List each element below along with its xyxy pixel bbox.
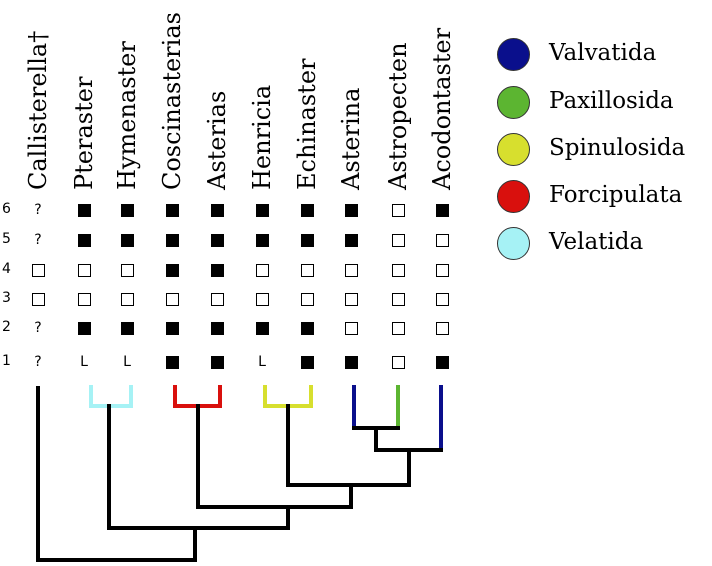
velatida-bracket xyxy=(89,385,133,408)
taxon-label: Coscinasterias xyxy=(158,12,186,190)
state-present-square xyxy=(121,322,134,335)
state-unknown-mark: ? xyxy=(34,320,42,336)
character-row-label: 1 xyxy=(2,353,11,369)
state-present-square xyxy=(345,356,358,369)
state-absent-square xyxy=(121,264,134,277)
state-present-square xyxy=(301,322,314,335)
node-velatida-join xyxy=(107,404,290,530)
state-absent-square xyxy=(121,293,134,306)
legend-label: Paxillosida xyxy=(549,88,674,114)
character-row-label: 2 xyxy=(2,319,11,335)
legend-label: Forcipulata xyxy=(549,182,683,208)
state-present-square xyxy=(78,204,91,217)
state-present-square xyxy=(166,356,179,369)
state-absent-square xyxy=(436,322,449,335)
taxon-label: Henricia xyxy=(248,84,276,190)
state-letter-mark: L xyxy=(80,354,88,370)
state-present-square xyxy=(436,204,449,217)
state-absent-square xyxy=(32,264,45,277)
state-absent-square xyxy=(166,293,179,306)
state-present-square xyxy=(121,234,134,247)
taxon-label: Echinaster xyxy=(293,58,321,191)
state-present-square xyxy=(166,204,179,217)
spinulosida-bracket xyxy=(263,385,313,408)
state-letter-mark: L xyxy=(258,354,266,370)
state-absent-square xyxy=(301,264,314,277)
node-forcipulata-join xyxy=(196,404,353,509)
character-row-label: 3 xyxy=(2,290,11,306)
taxon-label: Asterias xyxy=(203,90,231,190)
state-absent-square xyxy=(301,293,314,306)
state-letter-mark: L xyxy=(123,354,131,370)
state-present-square xyxy=(121,204,134,217)
state-absent-square xyxy=(392,264,405,277)
state-present-square xyxy=(301,204,314,217)
state-present-square xyxy=(436,356,449,369)
legend-label: Spinulosida xyxy=(549,135,686,161)
state-absent-square xyxy=(436,234,449,247)
state-present-square xyxy=(211,322,224,335)
state-absent-square xyxy=(392,322,405,335)
legend-swatch xyxy=(497,38,530,71)
node-asterina-astropecten xyxy=(352,426,400,452)
state-absent-square xyxy=(392,293,405,306)
taxon-label: Asterina xyxy=(337,87,365,190)
legend-swatch xyxy=(497,227,530,260)
legend-swatch xyxy=(497,86,530,119)
state-absent-square xyxy=(436,264,449,277)
state-present-square xyxy=(301,356,314,369)
state-unknown-mark: ? xyxy=(34,354,42,370)
state-present-square xyxy=(256,322,269,335)
state-present-square xyxy=(301,234,314,247)
state-present-square xyxy=(78,234,91,247)
node-spinulosida-valvatida xyxy=(286,404,411,487)
state-absent-square xyxy=(392,234,405,247)
legend-swatch xyxy=(497,180,530,213)
character-row-label: 4 xyxy=(2,261,11,277)
state-absent-square xyxy=(256,293,269,306)
state-absent-square xyxy=(78,293,91,306)
state-absent-square xyxy=(32,293,45,306)
state-present-square xyxy=(345,234,358,247)
taxon-label: Callisterella† xyxy=(24,30,52,190)
character-row-label: 6 xyxy=(2,201,11,217)
taxon-label: Astropecten xyxy=(384,42,412,190)
state-absent-square xyxy=(256,264,269,277)
state-present-square xyxy=(166,322,179,335)
state-absent-square xyxy=(345,293,358,306)
taxon-label: Acodontaster xyxy=(428,27,456,190)
state-present-square xyxy=(166,234,179,247)
state-present-square xyxy=(78,322,91,335)
legend-label: Valvatida xyxy=(549,40,657,66)
node-plus-acodontaster xyxy=(374,448,443,487)
state-absent-square xyxy=(78,264,91,277)
state-unknown-mark: ? xyxy=(34,232,42,248)
state-absent-square xyxy=(392,204,405,217)
taxon-label: Hymenaster xyxy=(113,41,141,190)
legend-label: Velatida xyxy=(549,229,644,255)
state-present-square xyxy=(166,264,179,277)
legend-swatch xyxy=(497,133,530,166)
state-present-square xyxy=(211,264,224,277)
state-present-square xyxy=(211,234,224,247)
state-present-square xyxy=(256,204,269,217)
state-present-square xyxy=(345,204,358,217)
state-unknown-mark: ? xyxy=(34,202,42,218)
state-absent-square xyxy=(436,293,449,306)
character-row-label: 5 xyxy=(2,231,11,247)
taxon-label: Pteraster xyxy=(70,76,98,190)
state-present-square xyxy=(256,234,269,247)
state-present-square xyxy=(211,356,224,369)
forcipulata-bracket xyxy=(173,385,222,408)
state-absent-square xyxy=(345,322,358,335)
state-absent-square xyxy=(392,356,405,369)
state-absent-square xyxy=(211,293,224,306)
state-absent-square xyxy=(345,264,358,277)
root-node xyxy=(36,386,197,562)
state-present-square xyxy=(211,204,224,217)
